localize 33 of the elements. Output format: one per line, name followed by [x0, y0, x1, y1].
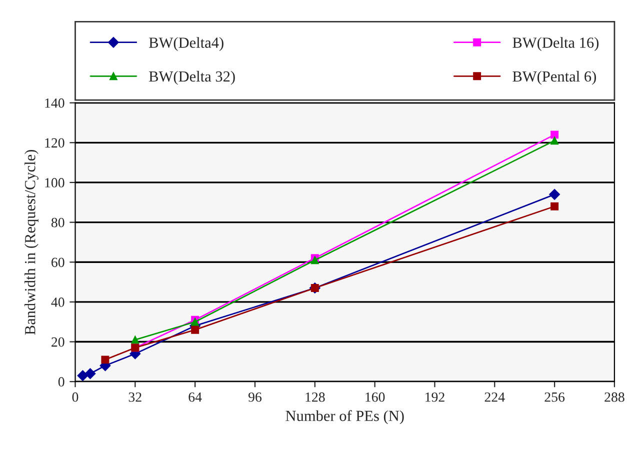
x-tick-label: 128: [306, 392, 325, 402]
point: [101, 356, 110, 364]
x-tick-label: 224: [484, 392, 505, 402]
y-tick-label: 20: [52, 337, 64, 347]
point: [84, 368, 96, 380]
y-tick-label: 100: [45, 178, 64, 188]
point: [550, 130, 559, 139]
legend-label: BW(Delta4): [149, 37, 224, 51]
point: [550, 202, 559, 210]
x-tick-label: 256: [544, 392, 565, 402]
point: [77, 370, 88, 382]
x-tick-label: 288: [604, 392, 624, 402]
x-tick-label: 0: [72, 392, 78, 402]
point: [191, 326, 200, 334]
x-tick-label: 64: [188, 392, 202, 402]
y-tick-label: 120: [45, 138, 64, 148]
legend-label: BW(Delta 16): [512, 37, 599, 51]
point: [549, 188, 560, 200]
y-axis-title: Bandwidth in (Request/Cycle): [24, 150, 38, 335]
y-tick-label: 140: [45, 98, 64, 108]
y-tick-label: 80: [51, 218, 64, 228]
y-tick-label: 40: [51, 298, 64, 307]
y-tick-label: 60: [52, 258, 64, 268]
y-tick-label: 0: [58, 377, 64, 387]
x-tick-label: 192: [426, 392, 444, 402]
x-axis-title: Number of PEs (N): [286, 410, 404, 424]
x-tick-label: 160: [366, 392, 385, 402]
legend-label: BW(Pental 6): [512, 70, 596, 85]
legend-label: BW(Delta 32): [149, 70, 235, 85]
x-tick-label: 96: [248, 392, 262, 402]
x-tick-label: 32: [128, 392, 142, 402]
point: [550, 136, 559, 145]
point: [131, 336, 140, 344]
